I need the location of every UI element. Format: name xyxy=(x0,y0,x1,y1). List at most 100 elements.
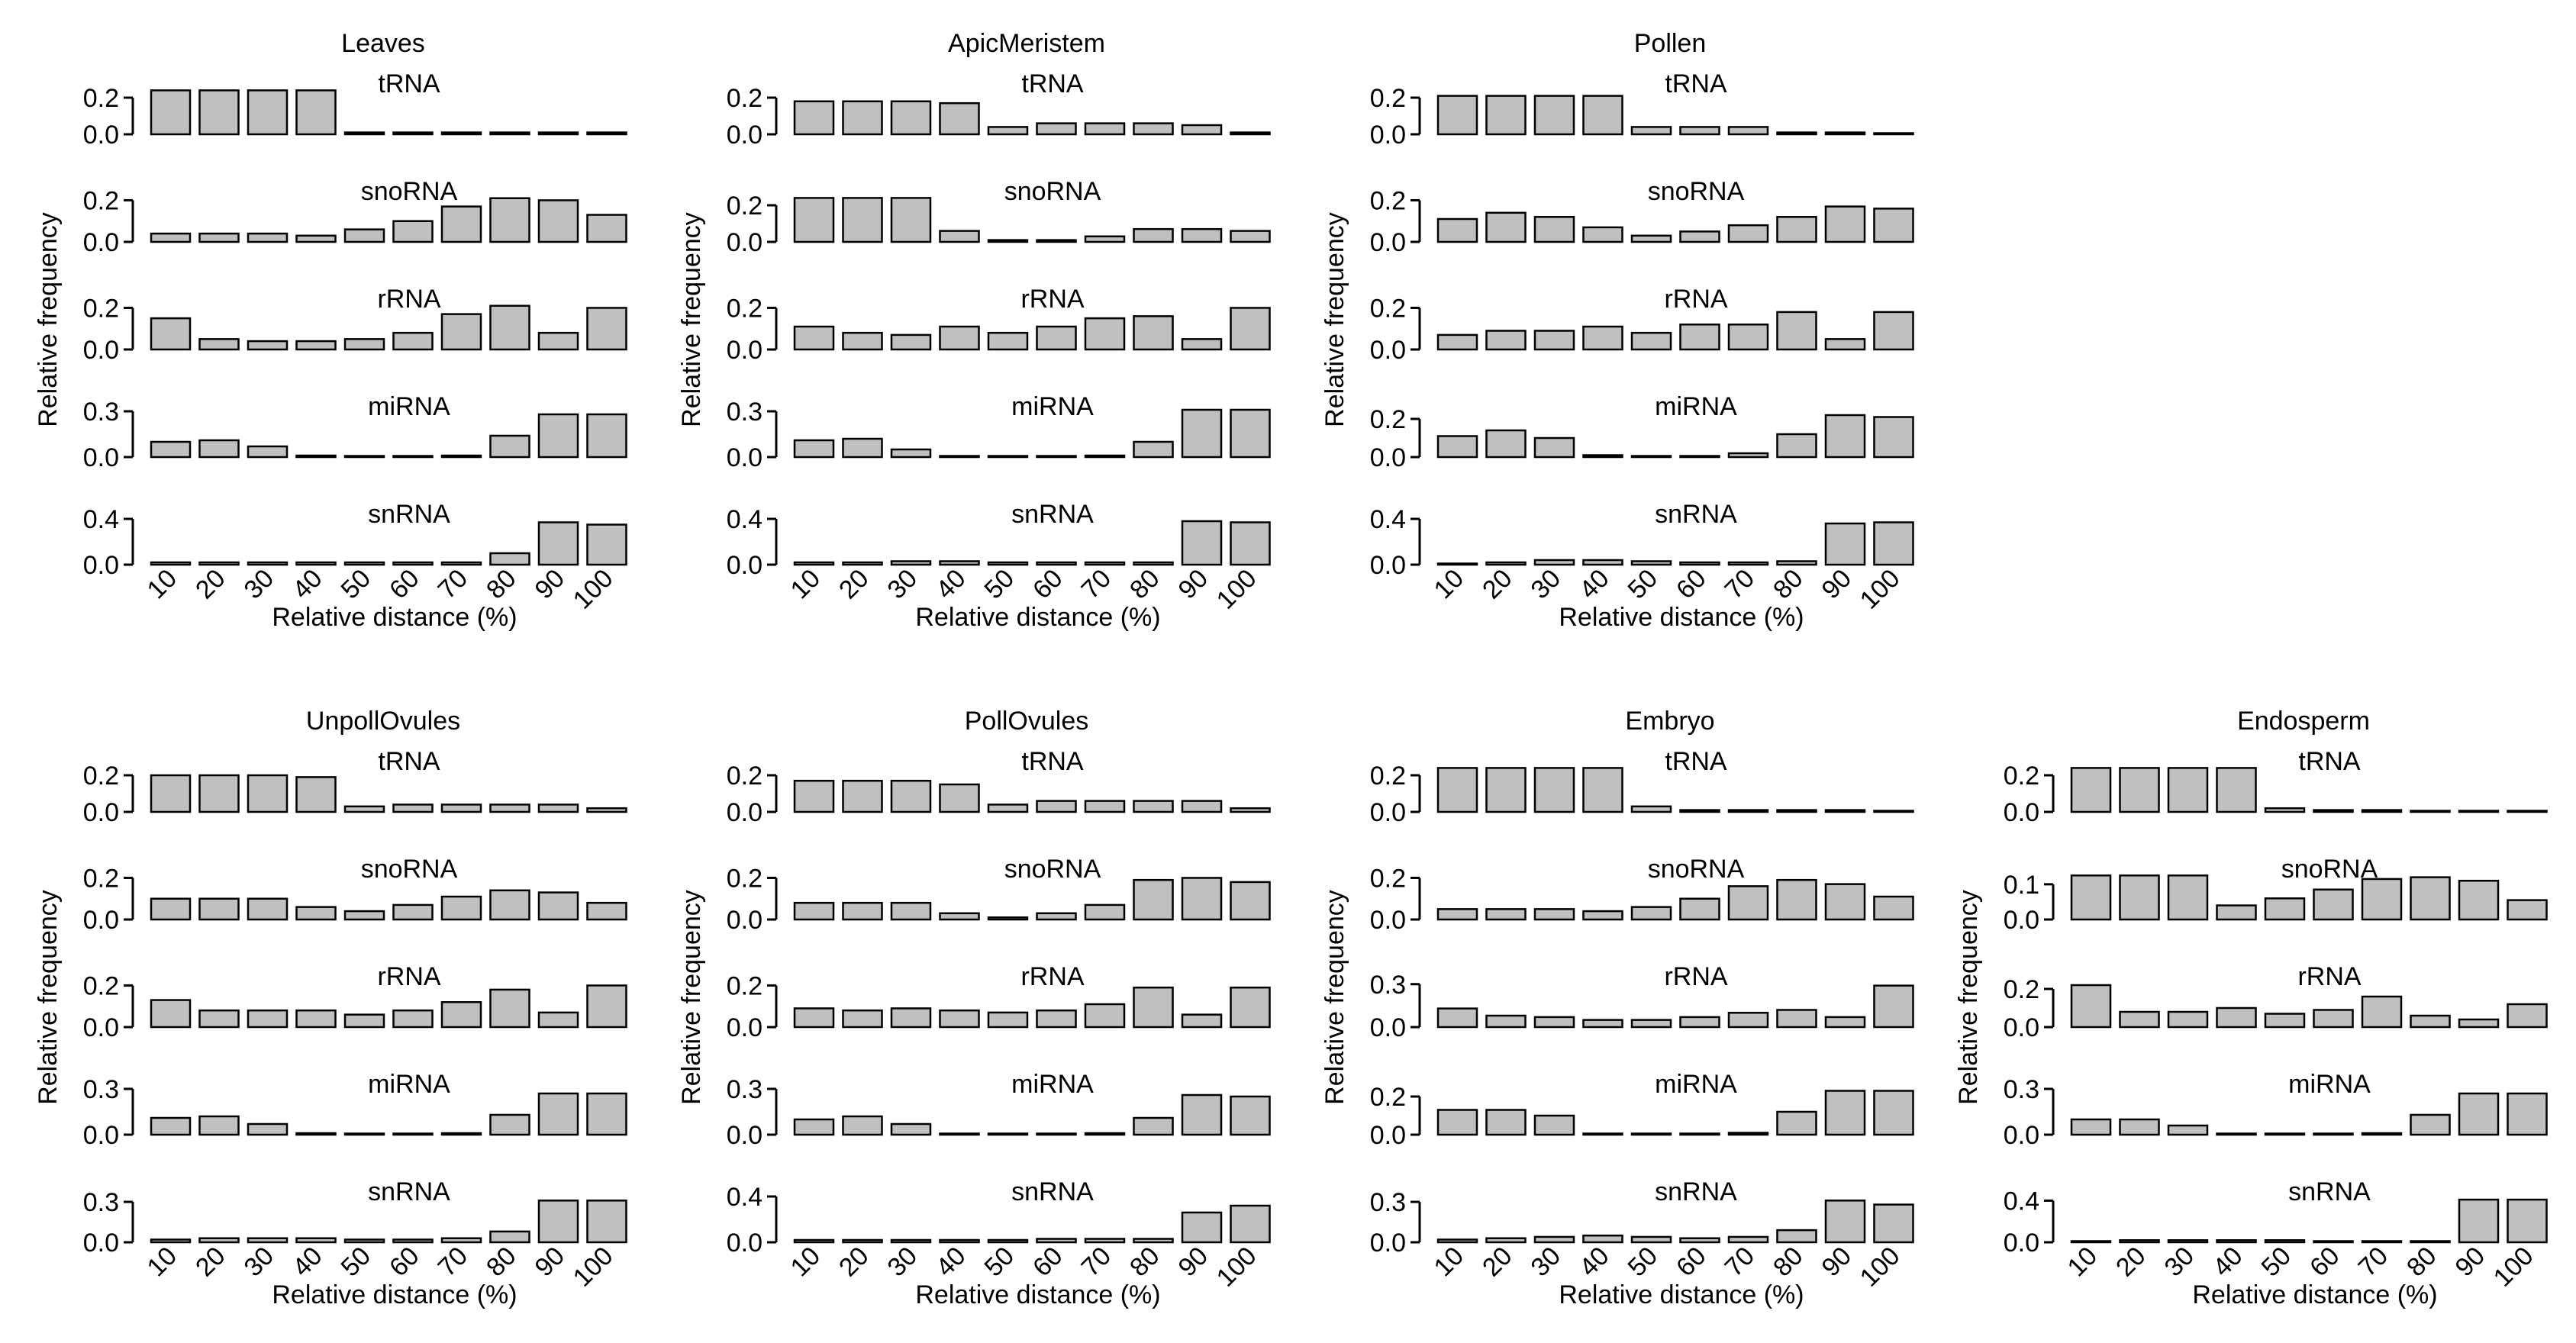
bar-snrna-20 xyxy=(842,561,883,566)
bar-snorna-100 xyxy=(1230,230,1271,243)
bar-rrna-50 xyxy=(987,1011,1029,1029)
y-tick-label: 0.2 xyxy=(727,294,762,323)
bar-snorna-80 xyxy=(2410,876,2451,921)
bar-trna-30 xyxy=(890,779,932,813)
series-label: miRNA xyxy=(1011,1070,1094,1099)
x-tick-label: 70 xyxy=(1076,564,1117,605)
y-tick-label: 0.0 xyxy=(83,906,119,935)
series-label: snRNA xyxy=(1655,500,1737,529)
bar-snrna-100 xyxy=(1230,1204,1271,1244)
y-tick-label: 0.2 xyxy=(1370,186,1406,215)
bar-trna-90 xyxy=(1824,131,1866,136)
bar-rrna-40 xyxy=(2216,1006,2257,1029)
bar-snrna-40 xyxy=(295,561,337,566)
bar-trna-10 xyxy=(793,779,835,813)
bar-rrna-20 xyxy=(1485,1014,1527,1029)
y-tick-label: 0.0 xyxy=(727,551,762,580)
x-tick-label: 80 xyxy=(1124,1242,1165,1283)
panel-title: PollOvules xyxy=(965,707,1089,736)
bar-rrna-20 xyxy=(198,338,240,351)
bar-mirna-100 xyxy=(1873,1090,1914,1136)
bar-snrna-20 xyxy=(2119,1239,2160,1244)
x-tick-label: 70 xyxy=(433,564,474,605)
bar-snrna-80 xyxy=(489,552,530,566)
bar-rrna-90 xyxy=(2458,1018,2500,1029)
bar-snrna-100 xyxy=(1873,1203,1914,1244)
bar-snorna-80 xyxy=(489,889,530,921)
subplot-snrna: 0.0 0.3 snRNA xyxy=(1370,1177,1914,1258)
bar-trna-60 xyxy=(1679,126,1720,136)
series-label: rRNA xyxy=(1020,285,1084,314)
bar-snrna-20 xyxy=(842,1238,883,1244)
x-tick-label: 50 xyxy=(979,1242,1020,1283)
bar-snrna-100 xyxy=(1873,521,1914,566)
x-tick-label: 50 xyxy=(2256,1242,2297,1283)
y-tick-label: 0.0 xyxy=(2004,1013,2039,1042)
x-tick-label: 60 xyxy=(1671,564,1712,605)
bar-mirna-90 xyxy=(1181,408,1223,459)
bar-snrna-50 xyxy=(343,1238,385,1244)
bar-trna-50 xyxy=(1630,805,1672,813)
y-tick-label: 0.0 xyxy=(1370,1013,1406,1042)
bar-rrna-10 xyxy=(793,325,835,351)
y-axis-title: Relative frequency xyxy=(1954,890,1983,1105)
bar-snrna-10 xyxy=(2070,1240,2112,1244)
y-tick-label: 0.0 xyxy=(1370,906,1406,935)
bar-snrna-40 xyxy=(2216,1239,2257,1244)
bar-snorna-70 xyxy=(1727,224,1769,243)
y-tick-label: 0.2 xyxy=(83,294,119,323)
series-label: tRNA xyxy=(1665,69,1727,98)
bar-mirna-30 xyxy=(247,445,289,459)
bar-rrna-30 xyxy=(1533,330,1575,351)
bar-rrna-20 xyxy=(842,1009,883,1029)
bar-trna-80 xyxy=(489,804,530,813)
bar-mirna-100 xyxy=(586,413,627,459)
bar-rrna-100 xyxy=(1873,311,1914,351)
bar-snrna-70 xyxy=(1084,561,1126,566)
bar-mirna-10 xyxy=(793,1118,835,1136)
bar-mirna-100 xyxy=(1230,408,1271,459)
y-tick-label: 0.0 xyxy=(2004,798,2039,827)
bar-rrna-90 xyxy=(537,331,579,351)
series-label: snoRNA xyxy=(361,855,458,884)
bar-trna-60 xyxy=(392,804,434,813)
bar-trna-20 xyxy=(1485,767,1527,813)
bar-rrna-70 xyxy=(1084,1003,1126,1029)
bar-mirna-20 xyxy=(198,439,240,459)
bar-snorna-10 xyxy=(2070,874,2112,921)
bar-mirna-40 xyxy=(295,454,337,459)
panel-title: Embryo xyxy=(1625,707,1714,736)
bar-rrna-90 xyxy=(1824,338,1866,351)
bar-rrna-10 xyxy=(150,999,192,1029)
y-axis-title: Relative frequency xyxy=(1320,890,1349,1105)
y-tick-label: 0.4 xyxy=(1370,505,1406,534)
bar-mirna-70 xyxy=(1084,1132,1126,1136)
bar-trna-40 xyxy=(1582,95,1623,136)
panel-endosperm: Endosperm 0.0 0.2 tRNA 0.0 0.1 snoRNA 0.0 0.2 rRN… xyxy=(1954,707,2548,1309)
bar-snorna-20 xyxy=(842,901,883,921)
bar-snorna-70 xyxy=(1084,903,1126,921)
bar-trna-100 xyxy=(586,131,627,136)
subplot-rrna: 0.0 0.2 rRNA xyxy=(83,285,627,365)
bar-trna-100 xyxy=(2507,810,2548,813)
bar-snrna-30 xyxy=(1533,559,1575,566)
bar-snrna-100 xyxy=(586,523,627,566)
bar-trna-30 xyxy=(247,774,289,813)
bar-rrna-50 xyxy=(987,331,1029,351)
bar-mirna-70 xyxy=(440,454,482,459)
bar-snorna-70 xyxy=(2361,878,2403,921)
y-tick-label: 0.4 xyxy=(727,505,762,534)
bar-rrna-20 xyxy=(1485,330,1527,351)
bar-snorna-50 xyxy=(987,916,1029,921)
bar-mirna-100 xyxy=(1873,416,1914,459)
x-axis-title: Relative distance (%) xyxy=(915,603,1160,632)
bar-trna-90 xyxy=(537,804,579,813)
bar-mirna-90 xyxy=(2458,1092,2500,1136)
bar-mirna-20 xyxy=(1485,1109,1527,1136)
bar-rrna-60 xyxy=(392,331,434,351)
bar-snorna-90 xyxy=(537,891,579,921)
bar-snrna-70 xyxy=(440,561,482,566)
bar-snrna-70 xyxy=(2361,1240,2403,1244)
subplot-rrna: 0.0 0.2 rRNA xyxy=(2004,962,2548,1042)
bar-snrna-50 xyxy=(343,561,385,566)
